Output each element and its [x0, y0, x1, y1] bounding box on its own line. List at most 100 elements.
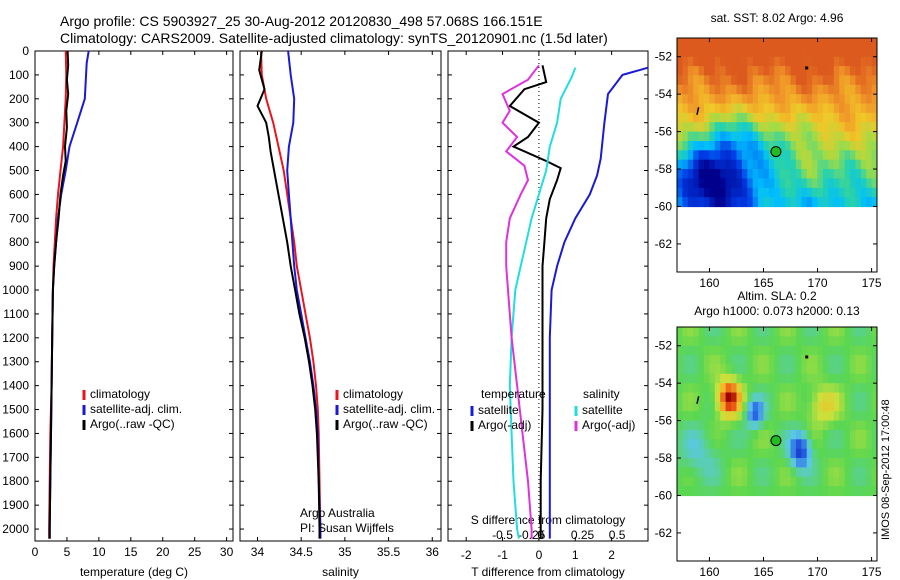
- map-cell: [839, 420, 846, 431]
- map-cell: [871, 345, 877, 356]
- map-cell: [731, 383, 738, 394]
- map-cell: [866, 486, 873, 497]
- map-cell: [806, 364, 813, 375]
- map-cell: [795, 150, 802, 161]
- map-cell: [693, 131, 700, 142]
- map-cell: [833, 373, 840, 384]
- map-cell: [704, 169, 710, 179]
- map-cell: [763, 345, 770, 356]
- map-cell: [720, 336, 727, 347]
- map-cell: [801, 430, 808, 440]
- map-cell: [752, 131, 759, 142]
- map-cell: [763, 187, 770, 198]
- map-cell: [795, 336, 802, 347]
- map-cell: [828, 84, 835, 95]
- map-cell: [714, 401, 721, 412]
- map-cell: [839, 439, 846, 450]
- map-cell: [806, 355, 813, 366]
- map-cell: [860, 159, 867, 170]
- map-cell: [801, 336, 808, 347]
- map-cell: [774, 476, 781, 487]
- legend-label: satellite: [478, 403, 519, 417]
- map-cell: [795, 476, 802, 487]
- sla-field: [677, 327, 877, 497]
- map-cell: [812, 131, 819, 142]
- map-cell: [860, 178, 867, 189]
- map-cell: [779, 141, 786, 151]
- map-cell: [768, 355, 775, 366]
- map-cell: [866, 420, 873, 431]
- map-cell: [747, 336, 754, 347]
- map-cell: [774, 420, 781, 431]
- map-cell: [779, 197, 786, 208]
- map-cell: [763, 47, 770, 58]
- map-cell: [768, 458, 775, 468]
- map-cell: [758, 439, 765, 450]
- map-cell: [855, 131, 862, 142]
- map-cell: [704, 345, 710, 356]
- map-cell: [682, 131, 689, 142]
- map-cell: [698, 159, 705, 170]
- map-cell: [747, 383, 754, 394]
- map-cell: [817, 486, 824, 497]
- map-cell: [747, 345, 754, 356]
- map-cell: [720, 131, 727, 142]
- map-cell: [828, 327, 835, 337]
- map-cell: [817, 336, 824, 347]
- map-cell: [752, 103, 759, 114]
- map-cell: [709, 197, 716, 208]
- map-cell: [833, 476, 840, 487]
- map-cell: [747, 327, 754, 337]
- map-cell: [839, 486, 846, 497]
- map-cell: [812, 75, 819, 86]
- map-cell: [779, 122, 786, 133]
- map-cell: [866, 150, 873, 161]
- map-cell: [812, 448, 819, 459]
- map-cell: [768, 486, 775, 497]
- map-cell: [866, 112, 873, 123]
- map-cell: [704, 112, 710, 123]
- map-cell: [833, 420, 840, 431]
- map-cell: [698, 467, 705, 478]
- map-cell: [709, 38, 716, 48]
- map-cell: [871, 159, 877, 170]
- map-cell: [687, 66, 694, 77]
- map-cell: [850, 141, 856, 151]
- map-cell: [817, 187, 824, 198]
- map-cell: [682, 47, 689, 58]
- map-cell: [714, 66, 721, 77]
- map-cell: [812, 112, 819, 123]
- map-cell: [731, 420, 738, 431]
- map-cell: [812, 439, 819, 450]
- map-cell: [866, 159, 873, 170]
- map-cell: [682, 420, 689, 431]
- map-cell: [709, 392, 716, 403]
- map-cell: [687, 373, 694, 384]
- map-cell: [779, 411, 786, 422]
- map-lat-label: -62: [655, 526, 673, 540]
- map-cell: [763, 467, 770, 478]
- map-cell: [790, 439, 797, 450]
- map-cell: [704, 411, 710, 422]
- plot-frame: [34, 50, 234, 542]
- series-line-argo-raw-qc-: [256, 50, 321, 539]
- map-cell: [725, 345, 732, 356]
- map-cell: [866, 345, 873, 356]
- map-cell: [720, 94, 727, 105]
- map-cell: [682, 75, 689, 86]
- map-cell: [817, 94, 824, 105]
- map-cell: [871, 439, 877, 450]
- series-line-satellite-adj-clim-: [286, 50, 322, 539]
- map-cell: [752, 486, 759, 497]
- legend-title: salinity: [583, 387, 620, 401]
- map-cell: [844, 47, 851, 58]
- map-cell: [795, 411, 802, 422]
- map-cell: [806, 47, 813, 58]
- map-cell: [693, 197, 700, 208]
- map-cell: [682, 112, 689, 123]
- map-cell: [774, 355, 781, 366]
- map-cell: [693, 94, 700, 105]
- map-cell: [687, 420, 694, 431]
- map-cell: [725, 401, 732, 412]
